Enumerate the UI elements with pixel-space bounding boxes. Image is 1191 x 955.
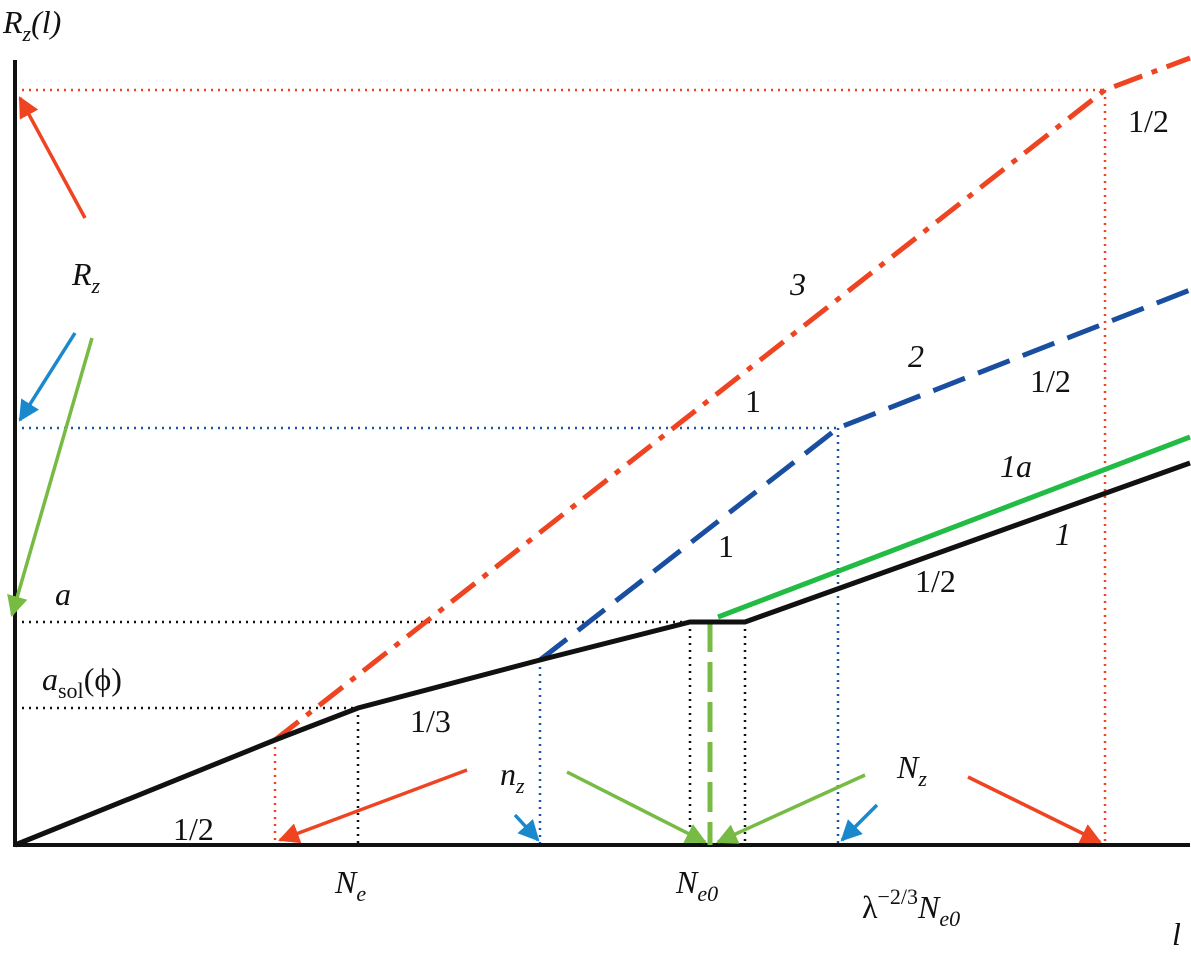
x-axis-label: l [1172, 916, 1181, 952]
rz-main: R [71, 256, 92, 292]
lambda: λ [862, 889, 878, 925]
y-sub: z [22, 21, 32, 46]
axes [13, 60, 1190, 847]
slope-label: 1/2 [915, 563, 956, 599]
rz-sub: z [91, 273, 101, 298]
y-main: R [2, 4, 23, 40]
slope-label: 1/2 [1030, 363, 1071, 399]
ne0-main: N [675, 864, 699, 900]
asol-label: asol(ϕ) [42, 661, 122, 703]
labels: Rz(l) l Rz a asol(ϕ) Ne Ne0 λ−2/3Ne0 nz … [2, 4, 1181, 952]
slope-label: 1/3 [410, 703, 451, 739]
slope-label: 1 [745, 383, 761, 419]
lambda-sub: e0 [939, 906, 960, 931]
curves [14, 55, 1191, 848]
lambda-exp: −2/3 [878, 884, 919, 909]
rz-label: Rz [71, 256, 101, 298]
Nz-main: N [896, 749, 920, 785]
asol-sub: sol [58, 678, 84, 703]
asol-main: a [42, 661, 58, 697]
ne-main: N [334, 864, 358, 900]
curve-label: 1a [1000, 448, 1032, 484]
y-tail: (l) [31, 4, 61, 40]
ne0-label: Ne0 [675, 864, 718, 906]
a-label: a [55, 576, 71, 612]
lambda-n: N [917, 889, 941, 925]
nz-main: n [500, 756, 516, 792]
asol-tail: (ϕ) [84, 661, 122, 697]
curve-label: 3 [789, 266, 806, 302]
guides [15, 88, 1107, 845]
y-axis-label: Rz(l) [2, 4, 61, 46]
ne-sub: e [356, 881, 366, 906]
ne0-sub: e0 [697, 881, 718, 906]
curve-label: 2 [908, 338, 924, 374]
slope-label: 1/2 [1128, 103, 1169, 139]
slope-label: 1/2 [173, 811, 214, 847]
nz-sub: z [515, 773, 525, 798]
arrows [7, 96, 1102, 844]
lambda-ne0-label: λ−2/3Ne0 [862, 884, 960, 931]
Nz-sub: z [917, 766, 927, 791]
Nz-label: Nz [896, 749, 927, 791]
curve-label: 1 [1055, 516, 1071, 552]
ne-label: Ne [334, 864, 366, 906]
slope-label: 1 [718, 528, 734, 564]
nz-label: nz [500, 756, 525, 798]
